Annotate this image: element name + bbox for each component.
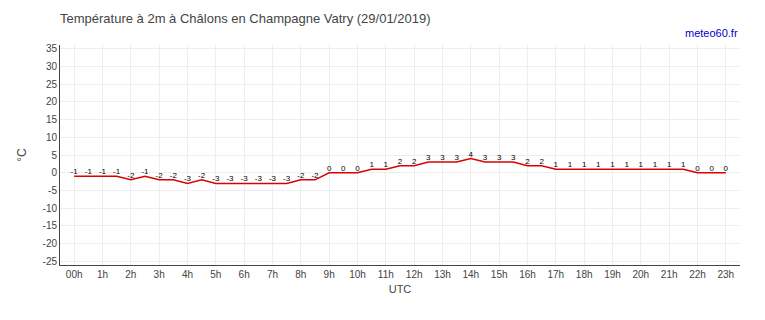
svg-text:10: 10 xyxy=(46,132,58,143)
svg-text:0: 0 xyxy=(341,164,346,173)
svg-text:1: 1 xyxy=(610,160,615,169)
svg-text:-20: -20 xyxy=(43,238,58,249)
svg-text:1: 1 xyxy=(639,160,644,169)
svg-text:2h: 2h xyxy=(125,269,136,280)
svg-text:15: 15 xyxy=(46,114,58,125)
svg-text:3h: 3h xyxy=(154,269,165,280)
svg-text:2: 2 xyxy=(539,157,544,166)
svg-text:16h: 16h xyxy=(519,269,536,280)
svg-text:3: 3 xyxy=(483,153,488,162)
svg-text:-2: -2 xyxy=(127,171,135,180)
svg-text:12h: 12h xyxy=(406,269,423,280)
svg-text:1: 1 xyxy=(384,160,389,169)
svg-text:-15: -15 xyxy=(43,220,58,231)
svg-text:UTC: UTC xyxy=(389,283,412,295)
svg-text:-2: -2 xyxy=(156,171,164,180)
svg-text:-2: -2 xyxy=(297,171,305,180)
svg-text:4: 4 xyxy=(469,150,474,159)
svg-text:-10: -10 xyxy=(43,203,58,214)
svg-text:1: 1 xyxy=(596,160,601,169)
svg-text:-5: -5 xyxy=(48,185,57,196)
svg-text:-3: -3 xyxy=(283,174,291,183)
svg-text:Température à 2m à Châlons en: Température à 2m à Châlons en Champagne … xyxy=(60,11,430,26)
svg-text:0: 0 xyxy=(709,164,714,173)
svg-text:2: 2 xyxy=(525,157,530,166)
svg-text:-1: -1 xyxy=(113,167,121,176)
svg-text:20h: 20h xyxy=(632,269,649,280)
svg-text:6h: 6h xyxy=(239,269,250,280)
svg-text:-1: -1 xyxy=(85,167,93,176)
svg-text:11h: 11h xyxy=(378,269,394,280)
svg-text:0: 0 xyxy=(355,164,360,173)
svg-text:1: 1 xyxy=(667,160,672,169)
svg-text:19h: 19h xyxy=(604,269,621,280)
svg-text:14h: 14h xyxy=(462,269,479,280)
svg-text:-2: -2 xyxy=(170,171,178,180)
svg-text:3: 3 xyxy=(511,153,516,162)
svg-text:23h: 23h xyxy=(717,269,734,280)
svg-text:3: 3 xyxy=(426,153,431,162)
svg-text:°C: °C xyxy=(15,148,29,162)
svg-text:5h: 5h xyxy=(210,269,221,280)
svg-text:21h: 21h xyxy=(661,269,678,280)
svg-text:2: 2 xyxy=(398,157,403,166)
svg-text:-3: -3 xyxy=(255,174,263,183)
svg-text:-3: -3 xyxy=(212,174,220,183)
svg-text:-1: -1 xyxy=(99,167,107,176)
svg-text:17h: 17h xyxy=(547,269,564,280)
svg-text:0: 0 xyxy=(695,164,700,173)
svg-text:13h: 13h xyxy=(434,269,451,280)
svg-text:0: 0 xyxy=(51,167,57,178)
svg-text:8h: 8h xyxy=(295,269,306,280)
svg-text:30: 30 xyxy=(46,61,58,72)
svg-text:1: 1 xyxy=(554,160,559,169)
svg-text:5: 5 xyxy=(51,150,57,161)
svg-text:1: 1 xyxy=(568,160,573,169)
svg-text:3: 3 xyxy=(497,153,502,162)
svg-text:10h: 10h xyxy=(349,269,366,280)
svg-text:18h: 18h xyxy=(576,269,593,280)
svg-text:0: 0 xyxy=(327,164,332,173)
svg-text:-3: -3 xyxy=(226,174,234,183)
svg-text:1h: 1h xyxy=(97,269,108,280)
svg-text:-2: -2 xyxy=(198,171,206,180)
svg-text:1: 1 xyxy=(369,160,374,169)
svg-text:-25: -25 xyxy=(43,256,58,267)
svg-text:20: 20 xyxy=(46,96,58,107)
svg-text:35: 35 xyxy=(46,43,58,54)
svg-text:-2: -2 xyxy=(311,171,319,180)
svg-text:-1: -1 xyxy=(141,167,149,176)
svg-text:-3: -3 xyxy=(241,174,249,183)
svg-text:3: 3 xyxy=(454,153,459,162)
svg-text:22h: 22h xyxy=(689,269,706,280)
svg-text:1: 1 xyxy=(624,160,629,169)
svg-text:1: 1 xyxy=(681,160,686,169)
svg-text:-1: -1 xyxy=(71,167,79,176)
svg-text:4h: 4h xyxy=(182,269,193,280)
svg-text:0: 0 xyxy=(724,164,729,173)
svg-text:1: 1 xyxy=(653,160,658,169)
svg-text:15h: 15h xyxy=(491,269,508,280)
svg-text:-3: -3 xyxy=(269,174,277,183)
svg-text:meteo60.fr: meteo60.fr xyxy=(685,27,738,39)
svg-text:1: 1 xyxy=(582,160,587,169)
svg-text:00h: 00h xyxy=(66,269,83,280)
svg-text:3: 3 xyxy=(440,153,445,162)
svg-text:2: 2 xyxy=(412,157,417,166)
svg-text:-3: -3 xyxy=(184,174,192,183)
svg-text:7h: 7h xyxy=(267,269,278,280)
svg-text:25: 25 xyxy=(46,79,58,90)
svg-text:9h: 9h xyxy=(324,269,335,280)
